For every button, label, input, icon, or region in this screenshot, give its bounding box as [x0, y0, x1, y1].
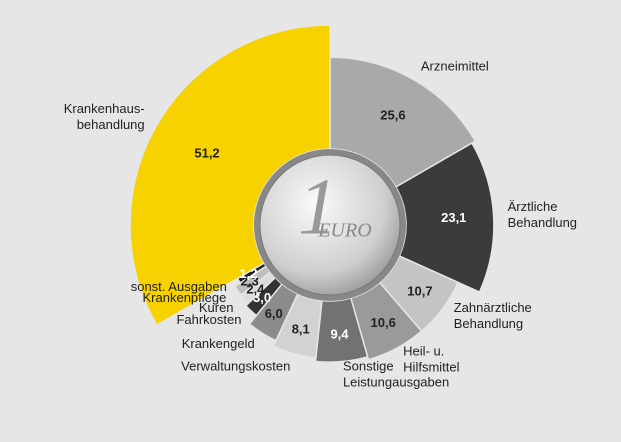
value-label: 10,7 — [407, 283, 432, 298]
value-label: 8,1 — [292, 321, 310, 336]
coin: 1 EURO — [254, 149, 406, 301]
category-label: sonst. Ausgaben — [131, 279, 227, 294]
category-label: Krankengeld — [182, 336, 255, 351]
coin-text: EURO — [317, 220, 371, 242]
value-label: 51,2 — [194, 145, 219, 160]
category-label: Verwaltungskosten — [181, 359, 290, 374]
chart: 1 EURO 25,6 Arzneimittel 23,1 ÄrztlicheBeha… — [0, 0, 621, 442]
value-label: 23,1 — [441, 210, 466, 225]
category-label: Krankenhaus-behandlung — [64, 101, 145, 132]
value-label: 6,0 — [265, 306, 283, 321]
value-label: 9,4 — [330, 327, 349, 342]
value-label: 25,6 — [380, 107, 405, 122]
category-label: Arzneimittel — [421, 59, 489, 74]
value-label: 1,2 — [240, 266, 258, 281]
value-label: 10,6 — [371, 315, 396, 330]
category-label: Heil- u.Hilfsmittel — [403, 344, 459, 375]
